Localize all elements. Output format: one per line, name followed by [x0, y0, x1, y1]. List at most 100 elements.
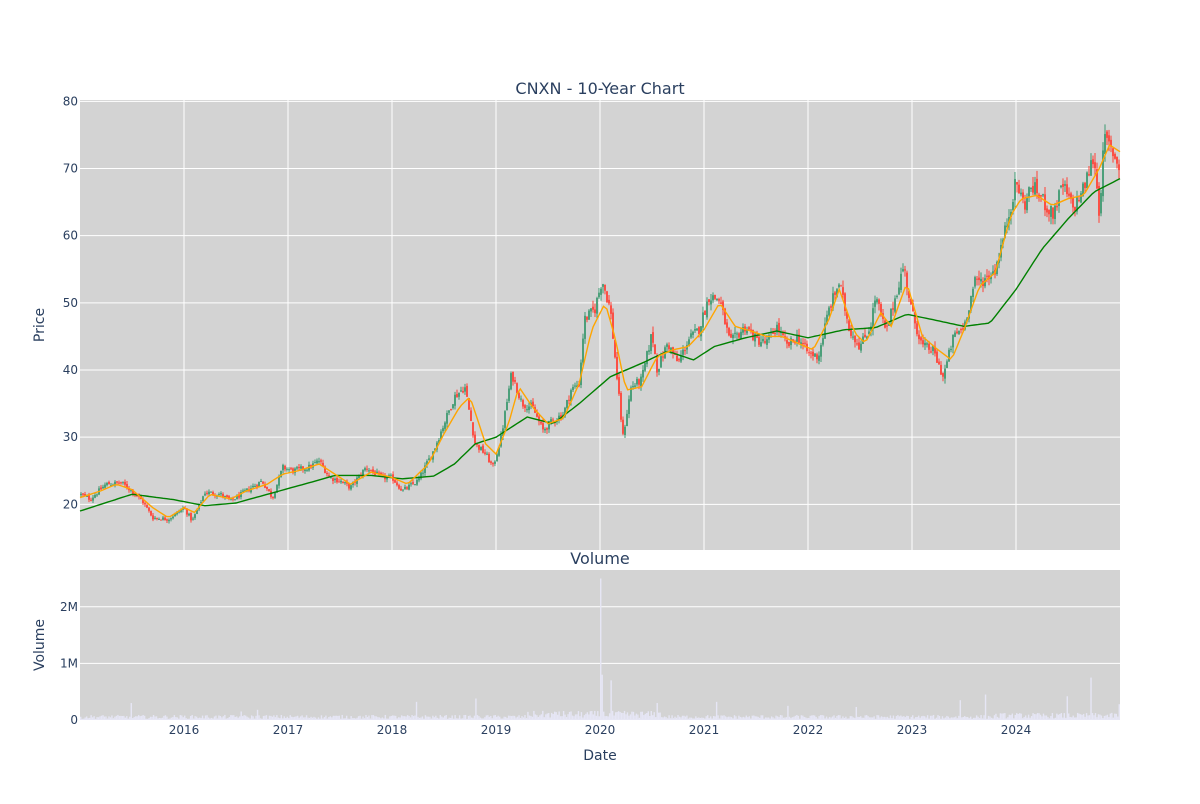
candle-body — [284, 465, 286, 470]
volume-bar — [509, 715, 511, 720]
volume-bar — [668, 715, 670, 720]
price-y-tick-label: 20 — [63, 497, 78, 511]
candle-body — [912, 302, 914, 312]
volume-bar — [513, 715, 516, 720]
volume-bar — [427, 716, 430, 720]
volume-bar — [738, 715, 740, 720]
candle-body — [688, 339, 690, 347]
volume-bar — [819, 715, 822, 720]
volume-bar — [623, 710, 626, 720]
candle-body — [916, 323, 918, 335]
volume-bar — [704, 718, 706, 720]
volume-bar — [1027, 714, 1030, 720]
candle-body — [1044, 194, 1046, 211]
volume-bar — [105, 716, 107, 720]
volume-bar — [760, 715, 762, 720]
volume-bar — [1071, 717, 1073, 720]
volume-bar — [135, 716, 137, 720]
candle-body — [892, 308, 894, 310]
volume-bar — [270, 715, 272, 720]
price-y-tick-labels: 20 30 40 50 60 70 80 — [63, 94, 78, 511]
candle-body — [656, 355, 658, 373]
volume-bar — [992, 718, 994, 720]
volume-bar — [589, 711, 592, 720]
volume-bar — [995, 713, 997, 720]
candle-body — [1014, 178, 1016, 201]
volume-bar — [715, 701, 718, 720]
candle-body — [1114, 154, 1116, 159]
volume-bar — [137, 715, 140, 720]
date-x-tick-labels: 2016 2017 2018 2019 2020 2021 2022 2023 2024 — [169, 723, 1032, 737]
volume-bar — [1072, 715, 1074, 720]
candle-body — [438, 439, 440, 444]
candle-body — [652, 332, 654, 343]
volume-bar — [803, 716, 805, 720]
candle-body — [340, 480, 342, 483]
volume-bar — [435, 715, 437, 720]
volume-bar — [805, 717, 807, 720]
candle-body — [364, 468, 366, 471]
candle-body — [548, 421, 550, 430]
candle-body — [624, 426, 626, 435]
volume-bar — [1035, 714, 1037, 720]
volume-bar — [1004, 713, 1006, 720]
volume-bar — [493, 715, 495, 720]
volume-bar — [479, 717, 482, 720]
volume-bar — [207, 717, 210, 720]
volume-bar — [712, 716, 715, 720]
volume-bar — [656, 703, 658, 720]
volume-bar — [934, 718, 936, 720]
volume-bar — [851, 716, 853, 720]
price-y-tick-label: 70 — [63, 162, 78, 176]
volume-bar — [641, 711, 644, 720]
candle-body — [1012, 202, 1014, 211]
volume-bar — [644, 713, 647, 720]
volume-bar — [920, 716, 923, 720]
volume-bar — [901, 716, 904, 720]
candle-body — [118, 482, 120, 484]
candle-body — [386, 476, 388, 480]
volume-bar — [757, 716, 759, 720]
volume-bar — [522, 717, 525, 720]
volume-bar — [225, 718, 228, 720]
volume-bar — [473, 715, 476, 720]
candle-body — [760, 342, 762, 347]
volume-bar — [282, 718, 284, 720]
candle-body — [114, 481, 116, 485]
candle-body — [468, 398, 470, 410]
candle-body — [832, 293, 834, 309]
volume-bar — [458, 715, 461, 720]
candle-body — [470, 410, 472, 422]
candle-body — [454, 394, 456, 406]
candle-body — [478, 444, 480, 450]
volume-bar — [1017, 713, 1019, 720]
candle-body — [96, 494, 98, 496]
volume-bar — [1090, 677, 1092, 720]
candle-body — [808, 352, 810, 354]
candle-body — [424, 465, 426, 473]
volume-bar — [693, 718, 696, 720]
volume-bar — [925, 717, 927, 720]
candle-body — [442, 428, 444, 432]
volume-bar — [571, 715, 574, 720]
volume-bar — [337, 715, 339, 720]
candle-body — [838, 284, 840, 288]
volume-bar — [1063, 713, 1065, 720]
volume-bar — [556, 714, 559, 720]
volume-bar — [974, 717, 976, 720]
volume-bar — [770, 716, 773, 720]
candle-body — [934, 346, 936, 354]
candle-body — [300, 466, 302, 469]
candle-body — [464, 387, 466, 392]
volume-bar — [1081, 714, 1083, 720]
volume-bar — [296, 715, 299, 720]
candle-body — [152, 515, 154, 520]
candle-body — [834, 292, 836, 295]
candle-body — [1016, 182, 1018, 185]
candle-body — [756, 335, 758, 338]
candle-body — [536, 413, 538, 417]
volume-bar — [320, 715, 323, 720]
volume-bar — [781, 715, 783, 720]
candle-body — [748, 327, 750, 330]
volume-bar — [885, 717, 887, 720]
